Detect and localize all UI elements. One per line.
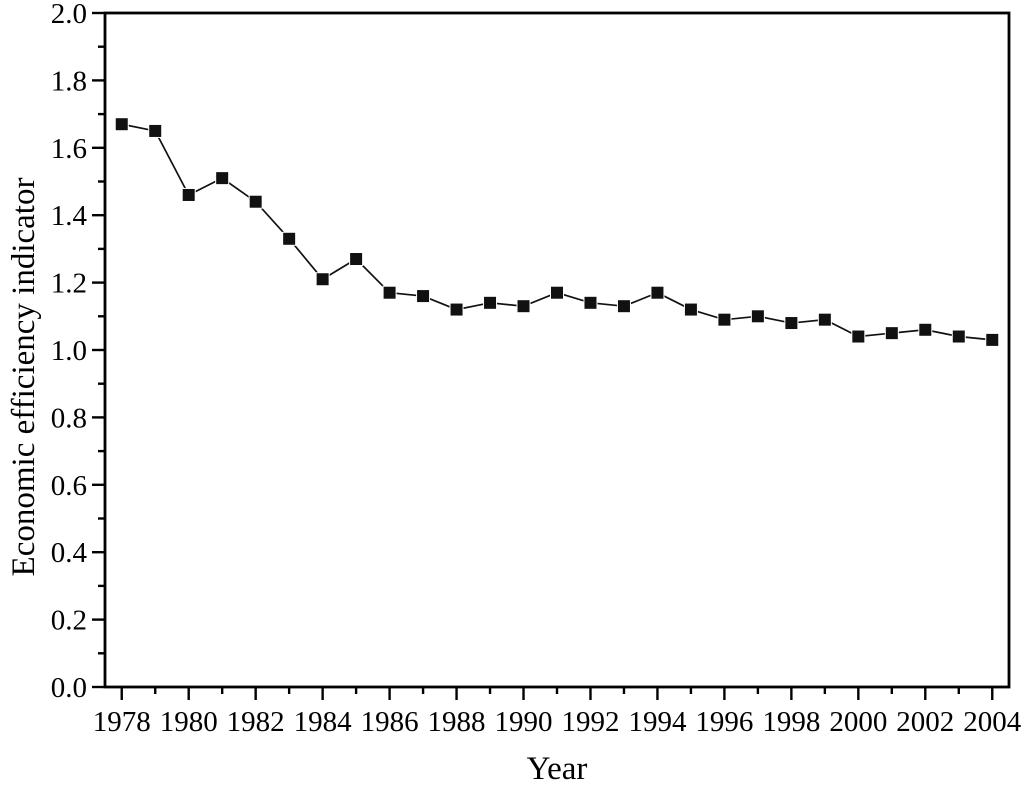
data-point <box>817 312 832 327</box>
data-point <box>683 302 698 317</box>
data-line <box>121 123 993 341</box>
plot-border <box>103 11 1011 689</box>
x-tick-label: 1992 <box>561 706 619 738</box>
x-tick-label: 1996 <box>695 706 753 738</box>
data-point <box>282 231 297 246</box>
data-point <box>114 117 129 132</box>
data-point <box>918 322 933 337</box>
data-point <box>349 252 364 267</box>
y-tick-label: 0.8 <box>51 402 87 434</box>
data-point <box>951 329 966 344</box>
x-tick-label: 1990 <box>495 706 553 738</box>
y-tick-label: 0.0 <box>51 672 87 704</box>
x-tick-label: 1984 <box>294 706 353 738</box>
y-tick-label: 1.0 <box>51 335 87 367</box>
x-axis-title: Year <box>527 751 588 787</box>
data-point <box>148 123 163 138</box>
data-point <box>181 187 196 202</box>
data-point <box>583 295 598 310</box>
y-tick-label: 1.6 <box>51 133 87 165</box>
data-point <box>784 316 799 331</box>
y-tick-label: 0.6 <box>51 470 87 502</box>
y-tick-label: 1.4 <box>51 200 88 232</box>
data-point <box>717 312 732 327</box>
data-point <box>616 299 631 314</box>
y-tick-label: 1.8 <box>51 65 87 97</box>
data-point <box>884 326 899 341</box>
data-point <box>483 295 498 310</box>
y-tick-label: 2.0 <box>51 0 87 30</box>
x-tick-label: 2004 <box>963 706 1022 738</box>
x-tick-label: 2000 <box>829 706 887 738</box>
x-tick-label: 1980 <box>160 706 218 738</box>
data-point <box>449 302 464 317</box>
y-tick-label: 0.4 <box>51 537 88 569</box>
x-tick-label: 1988 <box>428 706 486 738</box>
x-tick-label: 1978 <box>93 706 151 738</box>
data-point <box>416 289 431 304</box>
data-point <box>750 309 765 324</box>
x-tick-label: 1994 <box>628 706 687 738</box>
x-tick-label: 1998 <box>762 706 820 738</box>
data-point <box>650 285 665 300</box>
x-tick-label: 2002 <box>896 706 954 738</box>
data-point <box>315 272 330 287</box>
data-point <box>550 285 564 300</box>
x-tick-label: 1982 <box>227 706 285 738</box>
data-point <box>516 299 531 314</box>
x-tick-label: 1986 <box>361 706 419 738</box>
data-point <box>215 171 230 186</box>
data-point <box>851 329 866 344</box>
y-axis-title: Economic efficiency indicator <box>6 178 42 577</box>
data-point <box>248 194 263 209</box>
y-tick-label: 0.2 <box>51 605 87 637</box>
data-point <box>382 285 397 300</box>
y-tick-label: 1.2 <box>51 268 87 300</box>
data-point <box>985 332 1000 347</box>
